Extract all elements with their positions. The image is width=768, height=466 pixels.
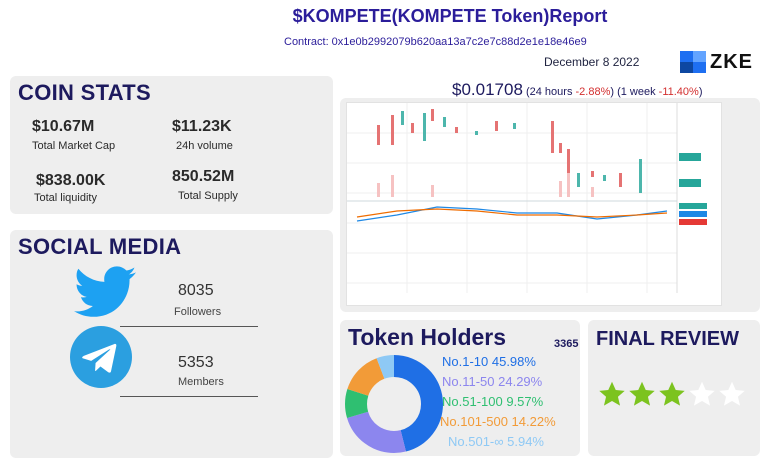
holders-donut-chart [345, 355, 443, 453]
telegram-icon [70, 326, 132, 388]
star-filled-icon [659, 381, 685, 406]
report-title: $KOMPETE(KOMPETE Token)Report [0, 6, 768, 27]
social-media-heading: SOCIAL MEDIA [18, 234, 182, 259]
price-suffix: ) [698, 86, 703, 98]
holder-tier-501-inf: No.501-∞ 5.94% [448, 434, 544, 449]
contract-address: Contract: 0x1e0b2992079b620aa13a7c2e7c88… [284, 36, 587, 48]
token-holders-total: 3365 [554, 338, 579, 350]
supply-label: Total Supply [178, 190, 238, 202]
holder-tier-101-500: No.101-500 14.22% [440, 414, 556, 429]
current-price: $0.01708 [452, 80, 523, 99]
supply-value: 850.52M [172, 168, 235, 185]
report-date: December 8 2022 [544, 55, 640, 69]
twitter-icon [74, 266, 136, 317]
social-media-panel: SOCIAL MEDIA 8035 Followers 5353 Members [10, 230, 333, 458]
donut-slice-2 [345, 355, 443, 453]
holder-tier-51-100: No.51-100 9.57% [442, 394, 544, 409]
token-holders-heading: Token Holders [348, 324, 507, 350]
report-title-text: $KOMPETE(KOMPETE Token)Report [292, 6, 608, 26]
twitter-divider [120, 326, 258, 327]
token-holders-panel: Token Holders 3365 No.1-10 45.98% No.11-… [340, 320, 580, 456]
volume-bars [377, 173, 594, 197]
price-week-prefix: ) (1 week [610, 86, 659, 98]
final-review-panel: FINAL REVIEW [588, 320, 760, 456]
telegram-divider [120, 396, 258, 397]
telegram-members-label: Members [178, 376, 224, 388]
liquidity-value: $838.00K [36, 172, 106, 189]
liquidity-label: Total liquidity [34, 192, 97, 204]
market-cap-label: Total Market Cap [32, 140, 116, 152]
zke-logo-text: ZKE [710, 50, 753, 73]
holder-tier-11-50: No.11-50 24.29% [442, 374, 543, 389]
donut-slice-3 [345, 355, 443, 453]
coin-stats-panel: COIN STATS $10.67M Total Market Cap $11.… [10, 76, 333, 214]
rating-stars [598, 380, 746, 408]
twitter-followers-label: Followers [174, 306, 222, 318]
price-day-change: -2.88% [575, 86, 611, 98]
zke-logo: ZKE [680, 50, 753, 74]
holder-tier-1-10: No.1-10 45.98% [442, 354, 536, 369]
coin-stats-heading: COIN STATS [18, 80, 151, 105]
star-empty-icon [719, 381, 745, 406]
volume-value: $11.23K [172, 118, 232, 135]
donut-slice-5 [345, 355, 443, 453]
star-filled-icon [599, 381, 625, 406]
candles [377, 109, 642, 193]
volume-label: 24h volume [176, 140, 233, 152]
final-review-heading: FINAL REVIEW [596, 328, 739, 350]
zke-logo-mark-icon [680, 51, 706, 73]
price-chart-graphic [347, 103, 707, 293]
price-chart [346, 102, 722, 306]
telegram-members-count: 5353 [178, 354, 214, 371]
twitter-followers-count: 8035 [178, 282, 214, 299]
price-summary: $0.01708 (24 hours -2.88%) (1 week -11.4… [452, 80, 702, 100]
price-day-prefix: (24 hours [525, 86, 576, 98]
market-cap-value: $10.67M [32, 118, 95, 135]
star-empty-icon [689, 381, 715, 406]
price-week-change: -11.40% [658, 86, 699, 98]
star-filled-icon [629, 381, 655, 406]
